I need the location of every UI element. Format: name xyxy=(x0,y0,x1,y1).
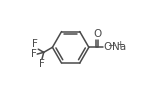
Text: F: F xyxy=(32,39,38,49)
Text: Na: Na xyxy=(112,42,126,52)
Text: −: − xyxy=(107,40,115,49)
Text: F: F xyxy=(39,59,45,69)
Text: F: F xyxy=(31,49,37,59)
Text: +: + xyxy=(116,40,124,49)
Text: O: O xyxy=(104,42,112,52)
Text: O: O xyxy=(93,29,101,39)
